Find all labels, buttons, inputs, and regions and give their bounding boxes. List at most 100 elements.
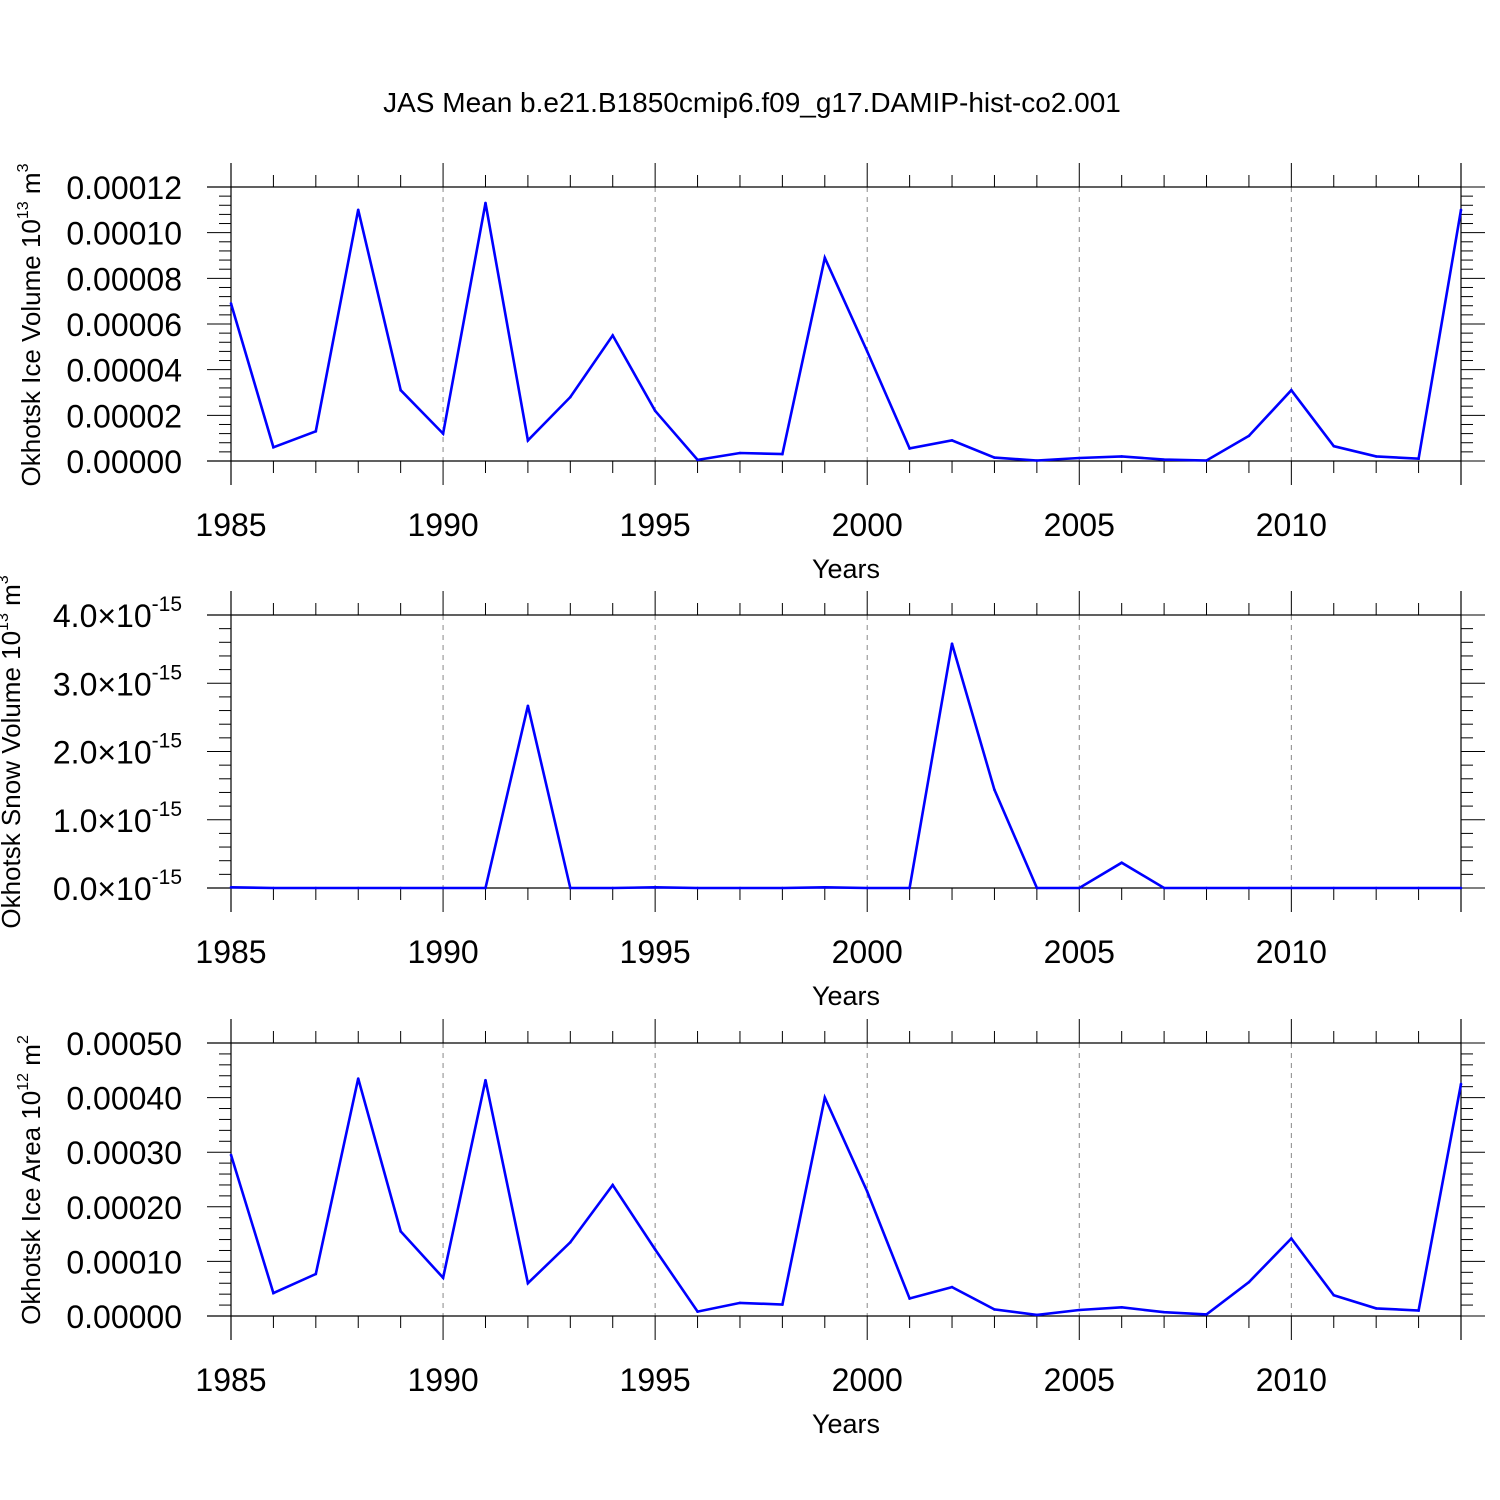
x-tick-label: 2010 — [1256, 934, 1327, 970]
y-tick-label: 0.00040 — [66, 1081, 182, 1117]
x-tick-label: 1990 — [407, 1362, 478, 1398]
data-point — [653, 1248, 657, 1251]
panels: 1985 1990 1995 2000 2005 2010 0.00000 0.00002 0.… — [0, 163, 1485, 1439]
data-point — [1290, 1237, 1293, 1240]
data-point — [229, 886, 233, 889]
data-point — [908, 886, 911, 890]
data-point — [229, 1153, 233, 1157]
data-point — [1077, 886, 1081, 890]
y-label-exponent: 13 — [15, 201, 32, 219]
y-tick-label: 0.00002 — [66, 398, 182, 434]
x-axis-label: Years — [812, 1409, 880, 1439]
y-tick-label: 0.00010 — [66, 216, 182, 252]
data-point — [1417, 886, 1420, 890]
data-point — [611, 1183, 615, 1187]
series-line — [230, 643, 1461, 890]
y-tick-label: 0.00008 — [66, 261, 182, 297]
tick-exponent: -15 — [152, 866, 182, 889]
data-point — [653, 409, 657, 413]
data-point — [526, 1281, 530, 1285]
data-point — [1374, 886, 1378, 890]
y-tick-label: 0.00012 — [66, 170, 182, 206]
tick-mantissa: 2.0 — [53, 735, 97, 771]
tick-exponent: -15 — [152, 798, 182, 821]
data-point — [738, 886, 742, 890]
data-point — [1290, 388, 1293, 392]
data-point — [823, 1096, 827, 1099]
data-point — [1459, 886, 1463, 890]
data-point — [272, 1291, 275, 1295]
data-point — [1077, 1308, 1081, 1312]
y-label-unit: m — [0, 584, 26, 613]
data-point — [272, 446, 275, 449]
x-tick-label: 1985 — [195, 1362, 266, 1398]
data-point — [1162, 886, 1166, 890]
tick-base: 10 — [116, 598, 152, 634]
x-tick-label: 2010 — [1256, 1362, 1327, 1398]
data-point — [1077, 456, 1081, 460]
x-tick-label: 2005 — [1044, 934, 1115, 970]
data-point — [1035, 459, 1039, 462]
data-point — [1120, 455, 1123, 458]
tick-base: 10 — [116, 666, 152, 702]
y-label-main: Okhotsk Ice Area 10 — [16, 1091, 46, 1325]
data-point — [1162, 1310, 1166, 1314]
data-point — [1205, 886, 1208, 890]
data-point — [569, 886, 572, 890]
data-point — [1205, 1313, 1208, 1316]
data-point — [696, 458, 699, 462]
x-tick-label: 2005 — [1044, 1362, 1115, 1398]
x-tick-label: 1995 — [620, 934, 691, 970]
x-axis-label: Years — [812, 554, 880, 584]
data-point — [314, 430, 318, 433]
data-point — [950, 642, 954, 645]
data-point — [1247, 886, 1251, 890]
data-point — [1247, 1280, 1251, 1284]
tick-exponent: -15 — [152, 593, 182, 616]
x-tick-label: 2005 — [1044, 507, 1115, 543]
tick-times: × — [97, 666, 116, 702]
y-label-main: Okhotsk Snow Volume 10 — [0, 631, 26, 929]
data-point — [1290, 886, 1293, 890]
data-point — [611, 334, 615, 337]
tick-times: × — [97, 871, 116, 907]
chart-panel-3: 1985 1990 1995 2000 2005 2010 0.00000 0.00010 0.… — [15, 1019, 1485, 1439]
data-point — [865, 886, 869, 890]
data-point — [484, 886, 487, 890]
tick-mantissa: 0.0 — [53, 871, 97, 907]
y-label-exponent: 12 — [15, 1073, 32, 1091]
chart-panel-2: 1985 1990 1995 2000 2005 20100.0×10-151.0×10-… — [0, 575, 1485, 1011]
data-point — [950, 1285, 954, 1289]
x-tick-label: 2000 — [832, 1362, 903, 1398]
y-tick-label: 0.00010 — [66, 1244, 182, 1280]
data-point — [823, 256, 827, 260]
data-point — [738, 451, 742, 455]
data-point — [993, 788, 996, 792]
tick-base: 10 — [116, 871, 152, 907]
data-point — [950, 439, 954, 442]
series-line — [229, 1078, 1463, 1317]
data-point — [314, 886, 318, 890]
data-point — [441, 432, 445, 435]
data-point — [484, 1078, 487, 1082]
data-point — [314, 1272, 318, 1276]
tick-mantissa: 4.0 — [53, 598, 97, 634]
x-tick-label: 1995 — [620, 507, 691, 543]
x-tick-label: 1990 — [407, 934, 478, 970]
x-tick-label: 1995 — [620, 1362, 691, 1398]
tick-times: × — [97, 735, 116, 771]
y-tick-label: 4.0×10-15 — [53, 593, 182, 634]
y-axis-label: Okhotsk Ice Area 1012 m2 — [15, 1035, 46, 1325]
data-point — [399, 1230, 402, 1233]
tick-times: × — [97, 803, 116, 839]
data-point — [993, 456, 996, 459]
tick-times: × — [97, 598, 116, 634]
data-point — [908, 447, 911, 450]
data-point — [441, 1276, 445, 1280]
y-label-unit: m — [16, 1044, 46, 1073]
data-point — [1247, 434, 1251, 438]
data-point — [1374, 1307, 1378, 1310]
x-tick-label: 1985 — [195, 934, 266, 970]
data-point — [272, 886, 275, 890]
